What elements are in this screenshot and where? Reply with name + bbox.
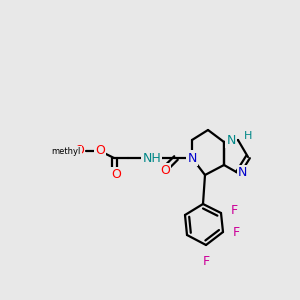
Text: F: F — [202, 255, 210, 268]
Text: methyl: methyl — [52, 146, 81, 155]
Text: N: N — [187, 152, 197, 164]
Text: F: F — [231, 205, 238, 218]
Text: NH: NH — [142, 152, 161, 164]
Text: N: N — [238, 167, 247, 179]
Text: O: O — [160, 164, 170, 178]
Text: F: F — [233, 226, 240, 238]
Text: O: O — [111, 169, 121, 182]
Text: O: O — [74, 145, 84, 158]
Text: N: N — [226, 134, 236, 146]
Text: H: H — [244, 131, 252, 141]
Text: O: O — [95, 143, 105, 157]
